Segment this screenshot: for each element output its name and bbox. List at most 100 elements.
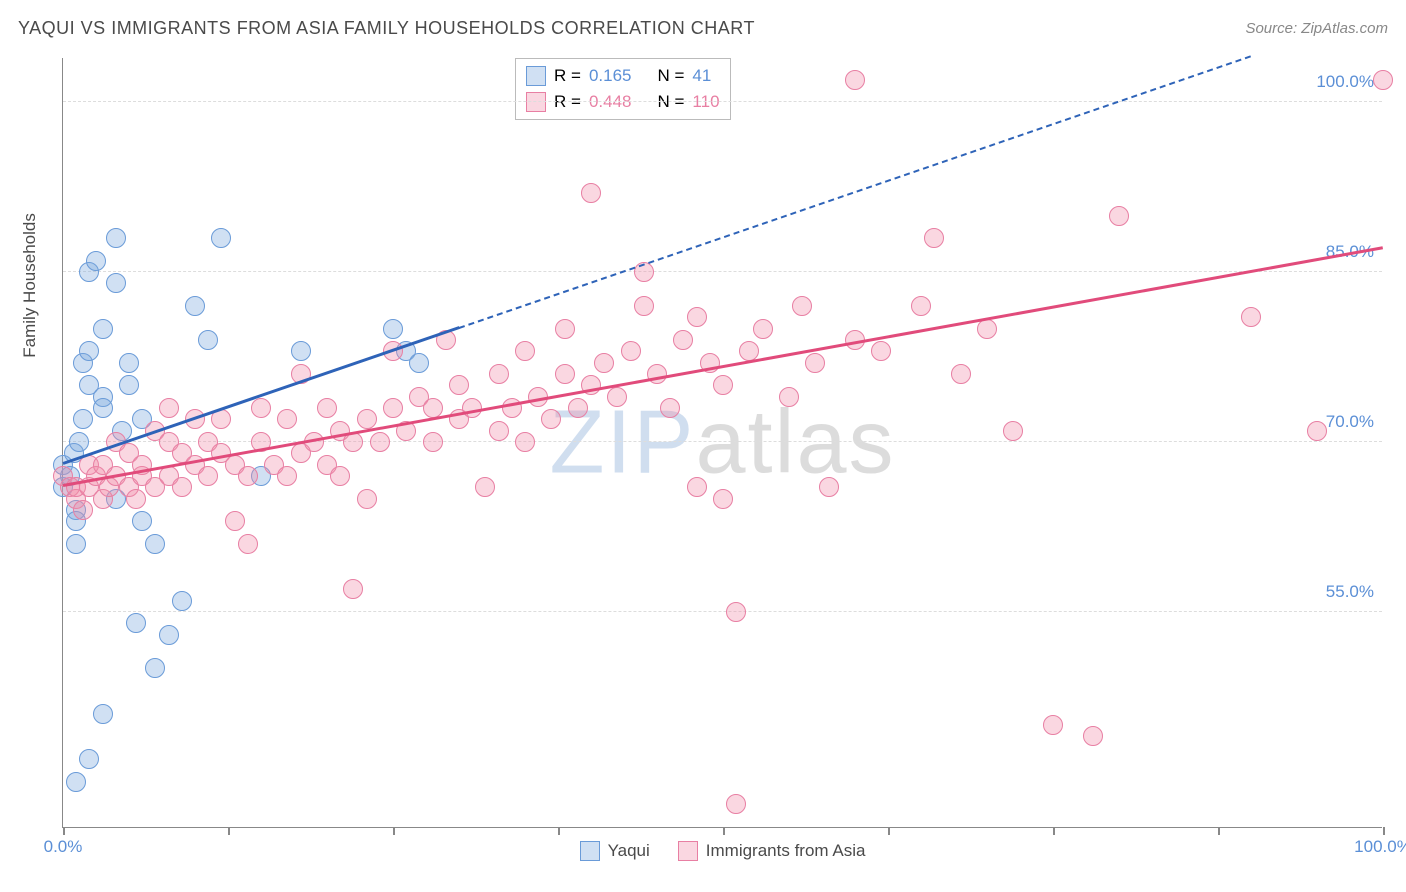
- data-point-asia: [251, 398, 271, 418]
- data-point-asia: [515, 341, 535, 361]
- data-point-yaqui: [119, 375, 139, 395]
- data-point-yaqui: [132, 511, 152, 531]
- data-point-asia: [713, 375, 733, 395]
- scatter-chart: ZIPatlas R = 0.165 N = 41 R = 0.448 N = …: [62, 58, 1382, 828]
- data-point-asia: [343, 579, 363, 599]
- data-point-asia: [330, 466, 350, 486]
- data-point-asia: [634, 296, 654, 316]
- data-point-asia: [515, 432, 535, 452]
- trendline-asia: [63, 247, 1384, 488]
- data-point-yaqui: [106, 228, 126, 248]
- data-point-yaqui: [172, 591, 192, 611]
- data-point-asia: [871, 341, 891, 361]
- data-point-asia: [726, 794, 746, 814]
- data-point-asia: [819, 477, 839, 497]
- xtick-label: 100.0%: [1354, 837, 1406, 857]
- data-point-asia: [198, 466, 218, 486]
- data-point-yaqui: [73, 409, 93, 429]
- legend-item-yaqui: Yaqui: [580, 841, 650, 861]
- xtick: [888, 827, 890, 835]
- data-point-asia: [660, 398, 680, 418]
- data-point-asia: [238, 466, 258, 486]
- data-point-asia: [489, 421, 509, 441]
- data-point-yaqui: [66, 534, 86, 554]
- data-point-asia: [1109, 206, 1129, 226]
- data-point-asia: [423, 432, 443, 452]
- data-point-asia: [172, 477, 192, 497]
- data-point-asia: [779, 387, 799, 407]
- data-point-asia: [238, 534, 258, 554]
- gridline: [63, 611, 1382, 612]
- data-point-yaqui: [93, 319, 113, 339]
- data-point-asia: [726, 602, 746, 622]
- data-point-asia: [792, 296, 812, 316]
- data-point-asia: [687, 307, 707, 327]
- xtick: [1383, 827, 1385, 835]
- data-point-asia: [1003, 421, 1023, 441]
- data-point-asia: [1043, 715, 1063, 735]
- data-point-asia: [277, 409, 297, 429]
- data-point-yaqui: [126, 613, 146, 633]
- data-point-asia: [555, 364, 575, 384]
- data-point-asia: [951, 364, 971, 384]
- data-point-asia: [159, 398, 179, 418]
- legend-label: Immigrants from Asia: [706, 841, 866, 861]
- ytick-label: 100.0%: [1316, 72, 1374, 92]
- data-point-asia: [581, 183, 601, 203]
- data-point-asia: [805, 353, 825, 373]
- data-point-asia: [1241, 307, 1261, 327]
- xtick-label: 0.0%: [44, 837, 83, 857]
- data-point-yaqui: [198, 330, 218, 350]
- data-point-asia: [357, 489, 377, 509]
- data-point-asia: [911, 296, 931, 316]
- xtick: [558, 827, 560, 835]
- data-point-asia: [1307, 421, 1327, 441]
- data-point-yaqui: [79, 341, 99, 361]
- data-point-asia: [1083, 726, 1103, 746]
- xtick: [1053, 827, 1055, 835]
- data-point-asia: [383, 398, 403, 418]
- data-point-yaqui: [409, 353, 429, 373]
- swatch-yaqui: [526, 66, 546, 86]
- data-point-asia: [475, 477, 495, 497]
- data-point-asia: [924, 228, 944, 248]
- ytick-label: 70.0%: [1326, 412, 1374, 432]
- data-point-asia: [673, 330, 693, 350]
- legend-item-asia: Immigrants from Asia: [678, 841, 866, 861]
- data-point-yaqui: [145, 534, 165, 554]
- data-point-yaqui: [66, 772, 86, 792]
- gridline: [63, 271, 1382, 272]
- gridline: [63, 101, 1382, 102]
- data-point-yaqui: [93, 398, 113, 418]
- data-point-asia: [687, 477, 707, 497]
- watermark-atlas: atlas: [695, 392, 895, 492]
- data-point-asia: [277, 466, 297, 486]
- correlation-legend: R = 0.165 N = 41 R = 0.448 N = 110: [515, 58, 731, 120]
- data-point-yaqui: [145, 658, 165, 678]
- data-point-asia: [594, 353, 614, 373]
- data-point-yaqui: [86, 251, 106, 271]
- data-point-asia: [607, 387, 627, 407]
- ytick-label: 55.0%: [1326, 582, 1374, 602]
- watermark: ZIPatlas: [549, 391, 895, 494]
- legend-label: Yaqui: [608, 841, 650, 861]
- chart-title: YAQUI VS IMMIGRANTS FROM ASIA FAMILY HOU…: [18, 18, 755, 39]
- data-point-asia: [541, 409, 561, 429]
- xtick: [63, 827, 65, 835]
- xtick: [393, 827, 395, 835]
- swatch-asia: [678, 841, 698, 861]
- data-point-yaqui: [69, 432, 89, 452]
- data-point-asia: [753, 319, 773, 339]
- data-point-asia: [489, 364, 509, 384]
- n-label: N =: [657, 63, 684, 89]
- data-point-yaqui: [159, 625, 179, 645]
- data-point-yaqui: [185, 296, 205, 316]
- source-label: Source: ZipAtlas.com: [1245, 20, 1388, 37]
- data-point-yaqui: [291, 341, 311, 361]
- data-point-asia: [370, 432, 390, 452]
- data-point-yaqui: [119, 353, 139, 373]
- data-point-asia: [449, 375, 469, 395]
- data-point-asia: [555, 319, 575, 339]
- data-point-asia: [713, 489, 733, 509]
- r-label: R =: [554, 63, 581, 89]
